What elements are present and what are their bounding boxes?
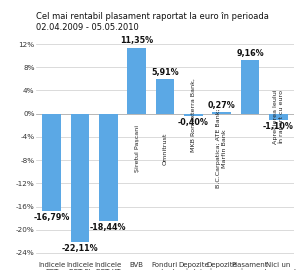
Text: Fonduri
mutuale: Fonduri mutuale (151, 262, 179, 270)
Text: 9,16%: 9,16% (236, 49, 264, 58)
Text: -16,79%: -16,79% (33, 214, 70, 222)
Text: -0,40%: -0,40% (178, 118, 209, 127)
Text: -1,10%: -1,10% (263, 122, 294, 131)
Text: -18,44%: -18,44% (90, 223, 127, 232)
Bar (128, 48, 146, 114)
Text: Indicele
BET FI: Indicele BET FI (66, 262, 94, 270)
Text: Aprecierea leului
în raport cu euro: Aprecierea leului în raport cu euro (273, 90, 284, 144)
Text: MKB Romexterra Bank,: MKB Romexterra Bank, (191, 78, 196, 152)
Text: Depozite
în lei
la băncile
comerciale: Depozite în lei la băncile comerciale (174, 262, 212, 270)
Bar (184, 114, 202, 116)
Text: Indicele
BET XT: Indicele BET XT (95, 262, 122, 270)
Text: Șiretul Pașcani: Șiretul Pașcani (134, 125, 139, 172)
Bar (71, 114, 89, 242)
Text: Indicele
BET: Indicele BET (38, 262, 65, 270)
Text: Cel mai rentabil plasament raportat la euro în perioada 02.04.2009 - 05.05.2010: Cel mai rentabil plasament raportat la e… (36, 12, 269, 32)
Text: Nici un
plasament: Nici un plasament (260, 262, 297, 270)
Text: Depozite
în euro
la băncile
comerciale: Depozite în euro la băncile comerciale (202, 262, 241, 270)
Text: Plasament
în aur: Plasament în aur (232, 262, 268, 270)
Text: BVB: BVB (130, 262, 144, 268)
Text: B.C.Carpatica; ATE Bank;
Marfin Bank: B.C.Carpatica; ATE Bank; Marfin Bank (216, 109, 227, 188)
Bar (42, 114, 61, 211)
Bar (212, 112, 231, 114)
Bar (241, 60, 259, 114)
Text: -22,11%: -22,11% (61, 244, 98, 253)
Bar (99, 114, 118, 221)
Bar (156, 79, 174, 114)
Text: 5,91%: 5,91% (151, 68, 179, 77)
Text: 11,35%: 11,35% (120, 36, 153, 45)
Text: Omnitrust: Omnitrust (163, 132, 167, 165)
Text: 0,27%: 0,27% (208, 101, 236, 110)
Bar (269, 114, 288, 120)
